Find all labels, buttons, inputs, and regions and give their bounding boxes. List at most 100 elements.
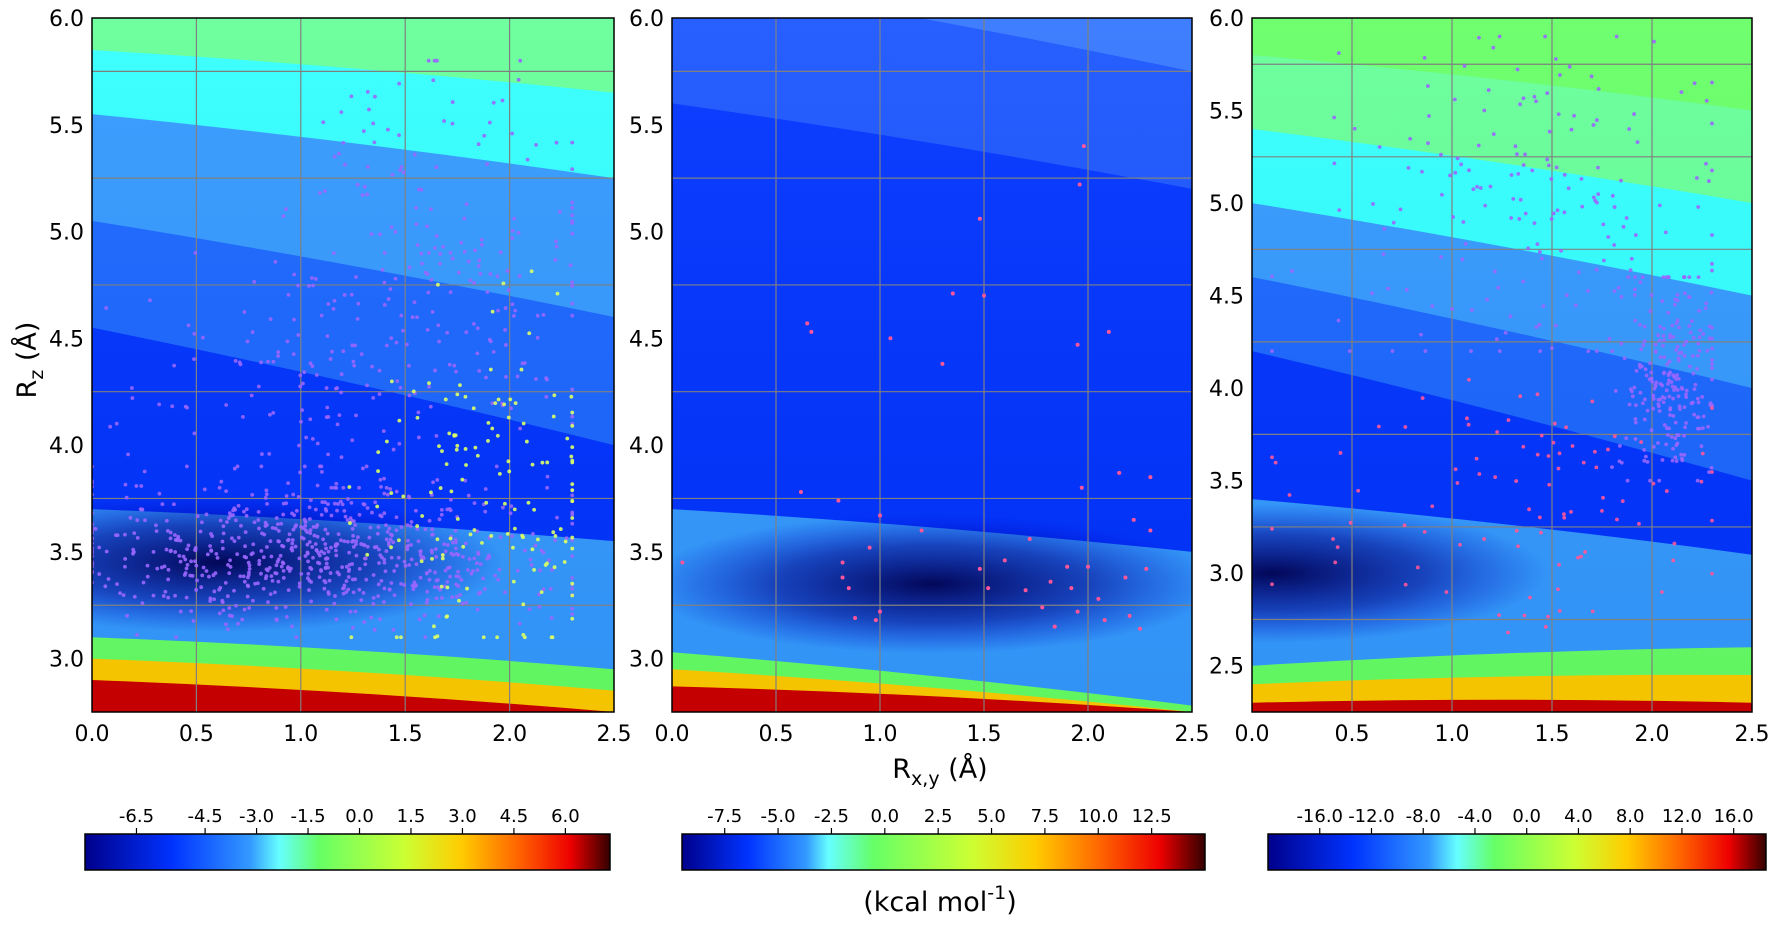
data-point bbox=[326, 549, 331, 554]
data-point bbox=[1688, 330, 1693, 335]
data-point bbox=[551, 414, 556, 419]
data-point bbox=[269, 554, 274, 559]
data-point bbox=[458, 592, 462, 597]
data-point bbox=[1666, 310, 1671, 315]
data-point bbox=[516, 77, 521, 82]
data-point bbox=[175, 538, 180, 543]
data-point bbox=[1665, 362, 1670, 367]
data-point bbox=[457, 270, 461, 275]
data-point bbox=[1637, 521, 1641, 526]
data-point bbox=[276, 354, 281, 358]
data-point bbox=[510, 229, 515, 233]
data-point bbox=[244, 513, 249, 518]
data-point bbox=[162, 564, 167, 569]
data-point bbox=[382, 600, 386, 604]
data-point bbox=[1450, 306, 1455, 311]
data-point bbox=[1671, 446, 1675, 451]
data-point bbox=[1596, 192, 1601, 197]
data-point bbox=[545, 460, 550, 465]
data-point bbox=[311, 555, 315, 560]
data-point bbox=[1332, 161, 1337, 166]
data-point bbox=[1506, 630, 1510, 635]
data-point bbox=[401, 170, 406, 175]
data-point bbox=[1705, 348, 1710, 353]
y-tick-label: 5.0 bbox=[49, 221, 84, 246]
data-point bbox=[1699, 444, 1704, 449]
data-point bbox=[543, 563, 548, 567]
data-point bbox=[403, 563, 408, 568]
data-point bbox=[336, 502, 340, 506]
data-point bbox=[232, 466, 237, 471]
data-point bbox=[401, 328, 405, 333]
data-point bbox=[376, 531, 380, 536]
data-point bbox=[348, 609, 353, 614]
data-point bbox=[384, 549, 389, 553]
colorbar-tick-label: 1.5 bbox=[397, 806, 426, 827]
data-point bbox=[1710, 80, 1714, 85]
data-point bbox=[305, 542, 310, 547]
data-point bbox=[346, 587, 351, 592]
y-tick-label: 5.5 bbox=[49, 114, 84, 139]
energy-minimum-well bbox=[1252, 503, 1547, 643]
data-point bbox=[350, 577, 355, 582]
data-point bbox=[345, 518, 350, 523]
colorbar-tick-label: -5.0 bbox=[760, 806, 795, 827]
data-point bbox=[215, 555, 220, 560]
data-point bbox=[558, 527, 563, 531]
data-point bbox=[151, 550, 156, 554]
data-point bbox=[427, 250, 431, 255]
data-point bbox=[389, 532, 393, 537]
data-point bbox=[299, 571, 304, 576]
data-point bbox=[1670, 458, 1675, 463]
data-point bbox=[1460, 257, 1465, 262]
data-point bbox=[488, 272, 493, 276]
data-point bbox=[1662, 326, 1666, 331]
data-point bbox=[1518, 197, 1523, 202]
data-point bbox=[564, 536, 569, 541]
data-point bbox=[303, 554, 308, 558]
data-point bbox=[570, 493, 575, 498]
data-point bbox=[846, 586, 851, 591]
data-point bbox=[1451, 215, 1455, 219]
colorbar-tick-label: -3.0 bbox=[239, 806, 274, 827]
x-tick-label: 2.0 bbox=[1635, 722, 1670, 747]
data-point bbox=[334, 548, 338, 553]
y-axis-title-unit: (Å) bbox=[11, 322, 43, 370]
data-point bbox=[433, 368, 437, 373]
data-point bbox=[1673, 297, 1678, 302]
data-point bbox=[1600, 509, 1604, 513]
data-point bbox=[1633, 287, 1637, 292]
data-point bbox=[439, 512, 444, 517]
data-point bbox=[1420, 396, 1425, 400]
data-point bbox=[275, 522, 280, 527]
data-point bbox=[1651, 444, 1656, 449]
data-point bbox=[430, 532, 435, 537]
data-point bbox=[1331, 537, 1335, 541]
sample-points bbox=[680, 144, 1153, 631]
data-point bbox=[539, 590, 544, 595]
data-point bbox=[527, 331, 532, 336]
data-point bbox=[1517, 217, 1522, 221]
data-point bbox=[221, 524, 226, 529]
data-point bbox=[570, 512, 575, 517]
x-tick-label: 2.5 bbox=[597, 722, 632, 747]
data-point bbox=[549, 616, 554, 620]
data-point bbox=[228, 558, 232, 563]
data-point bbox=[1649, 370, 1654, 375]
data-point bbox=[307, 517, 312, 521]
colorbar-tick-label: 16.0 bbox=[1714, 806, 1754, 827]
data-point bbox=[361, 591, 366, 595]
data-point bbox=[434, 434, 439, 438]
data-point bbox=[464, 330, 469, 335]
data-point bbox=[1537, 322, 1542, 327]
data-point bbox=[359, 598, 364, 603]
data-point bbox=[437, 444, 441, 449]
data-point bbox=[1508, 314, 1513, 319]
data-point bbox=[452, 363, 457, 368]
data-point bbox=[383, 569, 388, 574]
data-point bbox=[193, 559, 197, 564]
data-point bbox=[257, 562, 262, 566]
data-point bbox=[265, 501, 269, 506]
data-point bbox=[319, 464, 324, 469]
data-point bbox=[1596, 165, 1600, 170]
